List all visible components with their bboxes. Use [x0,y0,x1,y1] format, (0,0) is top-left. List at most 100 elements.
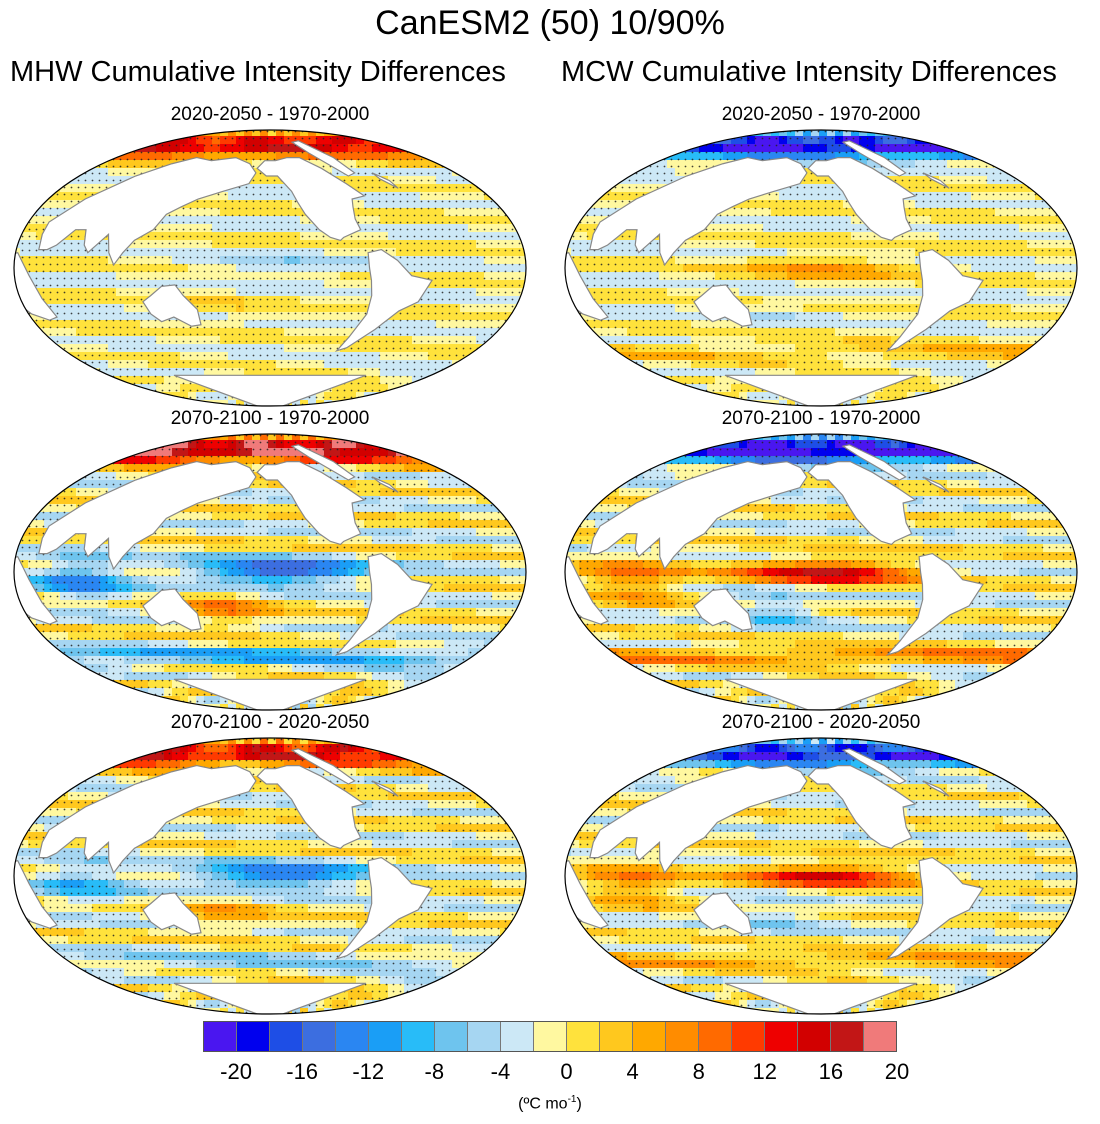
map-panel-mcw-2070-2100: 2070-2100 - 1970-2000 [563,408,1079,712]
land-mask [14,251,59,321]
colorbar-tick-label: 12 [752,1059,778,1084]
colorbar-box [797,1021,832,1051]
map-figure [13,433,527,711]
panel-subtitle: 2070-2100 - 1970-2000 [721,408,921,429]
map-border [13,433,527,711]
land-mask [693,588,753,631]
land-mask [290,140,356,177]
colorbar-tick-label: 20 [884,1059,910,1084]
panel-subtitle: 2070-2100 - 1970-2000 [170,408,370,429]
land-mask [371,780,399,797]
map-border [13,737,527,1015]
land-mask [142,588,202,631]
land-mask [589,156,808,267]
map-border [564,129,1078,407]
colorbar-box [335,1021,369,1051]
colorbar-box [467,1021,501,1051]
land-mask [922,172,950,189]
colorbar-tick-label: -20 [220,1059,252,1084]
colorbar-tick-label: 0 [560,1059,573,1084]
colorbar-box [632,1021,667,1051]
antarctica-mask [173,982,367,1014]
land-mask [807,461,917,546]
map-panel-mhw-2020-2050: 2020-2050 - 1970-2000 [12,104,528,408]
colorbar-tick-label: -12 [352,1059,385,1084]
map-panel-mhw-2070-2100: 2070-2100 - 1970-2000 [12,408,528,712]
land-mask [589,764,808,875]
map-figure [13,737,527,1015]
colorbar-tick-label: -4 [490,1059,511,1084]
panel-subtitle: 2020-2050 - 1970-2000 [721,104,921,125]
colorbar-box [401,1021,435,1051]
mhw-column-title: MHW Cumulative Intensity Differences [10,56,506,88]
land-mask [885,248,985,352]
map-field [14,130,526,406]
colorbar-box [500,1021,534,1051]
land-mask [885,552,985,656]
colorbar-tick-label: 4 [626,1059,639,1084]
land-mask [371,476,399,493]
land-mask [807,157,917,242]
land-mask [922,780,950,797]
map-figure [564,737,1078,1015]
land-mask [142,892,202,935]
panel-subtitle: 2020-2050 - 1970-2000 [170,104,370,125]
land-mask [885,856,985,960]
land-mask [693,284,753,327]
land-mask [693,892,753,935]
land-mask [38,156,257,267]
land-mask [334,552,434,656]
colorbar-box [368,1021,402,1051]
colorbar [203,1021,898,1053]
colorbar-units: (ºC mo-1) [518,1094,582,1113]
colorbar-tick-label: -16 [286,1059,319,1084]
antarctica-mask [724,982,918,1014]
land-mask [256,157,366,242]
land-mask [841,444,907,481]
land-mask [290,444,356,481]
land-mask [841,140,907,177]
map-panel-mcw-2020-2050: 2020-2050 - 1970-2000 [563,104,1079,408]
land-mask [290,748,356,785]
colorbar-tick-label: -8 [424,1059,445,1084]
colorbar-box [698,1021,733,1051]
map-figure [13,129,527,407]
colorbar-box [533,1021,568,1051]
colorbar-box [302,1021,336,1051]
colorbar-box [566,1021,601,1051]
map-figure [564,433,1078,711]
land-mask [807,765,917,850]
land-mask [334,248,434,352]
map-panel-mcw-late-vs-mid: 2070-2100 - 2020-2050 [563,712,1079,1016]
colorbar-box [434,1021,468,1051]
antarctica-mask [724,678,918,710]
colorbar-box [764,1021,799,1051]
antarctica-mask [724,374,918,406]
main-title: CanESM2 (50) 10/90% [375,4,725,42]
land-mask [256,765,366,850]
land-mask [38,460,257,571]
land-mask [334,856,434,960]
panel-subtitle: 2070-2100 - 2020-2050 [170,712,370,733]
colorbar-box [863,1021,898,1051]
colorbar-box [731,1021,766,1051]
land-mask [142,284,202,327]
land-mask [841,748,907,785]
land-mask [565,859,610,929]
land-mask [589,460,808,571]
colorbar-box [599,1021,634,1051]
colorbar-box [269,1021,303,1051]
land-mask [256,461,366,546]
map-field [565,130,1077,406]
antarctica-mask [173,678,367,710]
land-mask [922,476,950,493]
land-mask [14,859,59,929]
map-border [13,129,527,407]
colorbar-tick-label: 8 [692,1059,705,1084]
antarctica-mask [173,374,367,406]
colorbar-box [665,1021,700,1051]
mcw-column-title: MCW Cumulative Intensity Differences [561,56,1057,88]
colorbar-box [203,1021,237,1051]
panel-subtitle: 2070-2100 - 2020-2050 [721,712,921,733]
land-mask [14,555,59,625]
